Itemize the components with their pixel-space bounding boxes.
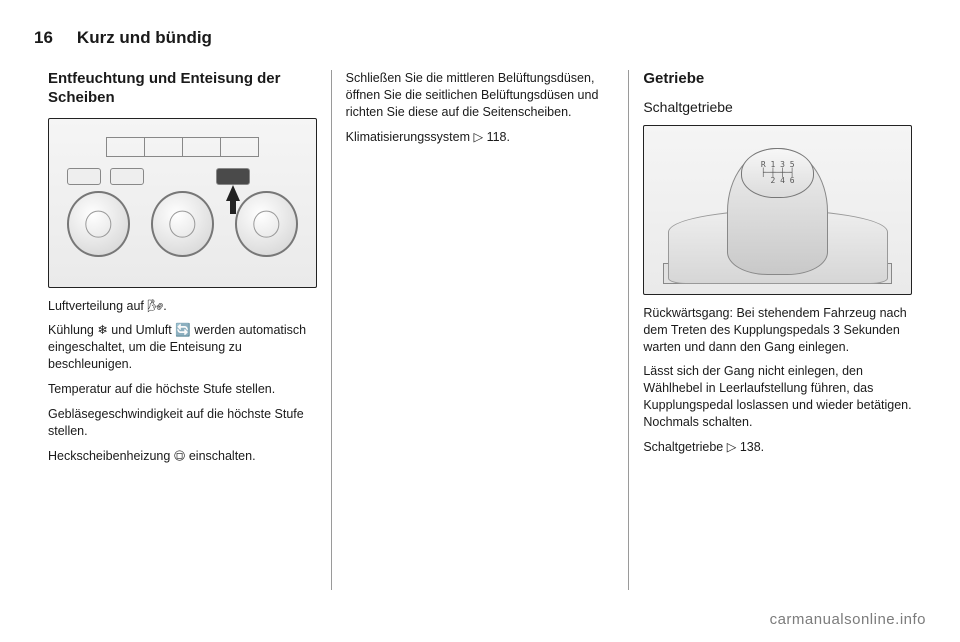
body-text: Kühlung ❄ und Umluft 🔄 werden automatisc… [48,322,317,373]
recirc-button-icon [110,168,144,185]
section-heading: Entfeuchtung und Enteisung der Scheiben [48,70,317,108]
climate-panel-sketch [62,131,302,274]
column-2: Schließen Sie die mittleren Belüftungsdü… [332,70,630,590]
body-text: Schaltgetriebe ▷ 138. [643,439,912,456]
body-text: Schließen Sie die mittleren Belüftungsdü… [346,70,615,121]
shift-knob: R 1 3 5 ├─┼─┼─┤ 2 4 6 [741,148,814,198]
ac-button-icon [67,168,101,185]
body-text: Temperatur auf die höchste Stufe stellen… [48,381,317,398]
rear-defrost-button-icon [216,168,250,185]
gearshift-sketch: R 1 3 5 ├─┼─┼─┤ 2 4 6 [663,136,892,284]
chapter-title: Kurz und bündig [77,28,212,48]
page-header: 16 Kurz und bündig [34,28,926,48]
section-heading: Getriebe [643,70,912,89]
column-1: Entfeuchtung und Enteisung der Scheiben … [34,70,332,590]
arrow-up-icon [226,185,240,201]
column-3: Getriebe Schaltgetriebe R 1 3 5 ├─┼─┼─┤ … [629,70,926,590]
subsection-heading: Schaltgetriebe [643,99,912,115]
body-text: Rückwärtsgang: Bei stehendem Fahrzeug na… [643,305,912,356]
temperature-knob-icon [67,191,129,257]
gear-pattern-label: R 1 3 5 ├─┼─┼─┤ 2 4 6 [761,161,795,185]
body-text: Lässt sich der Gang nicht einlegen, den … [643,363,912,431]
body-text: Luftverteilung auf 🌬. [48,298,317,315]
body-text: Gebläsegeschwindigkeit auf die höchste S… [48,406,317,440]
gearshift-illustration: R 1 3 5 ├─┼─┼─┤ 2 4 6 [643,125,912,295]
air-distribution-knob-icon [235,191,297,257]
page: 16 Kurz und bündig Entfeuchtung und Ente… [0,0,960,642]
content-columns: Entfeuchtung und Enteisung der Scheiben … [34,70,926,590]
body-text: Heckscheibenheizung 🟗 einschalten. [48,448,317,465]
watermark-text: carmanualsonline.info [770,611,926,628]
body-text: Klimatisierungssystem ▷ 118. [346,129,615,146]
vent-strip [106,137,260,157]
page-number: 16 [34,28,53,48]
fan-knob-icon [151,191,213,257]
climate-control-illustration [48,118,317,288]
